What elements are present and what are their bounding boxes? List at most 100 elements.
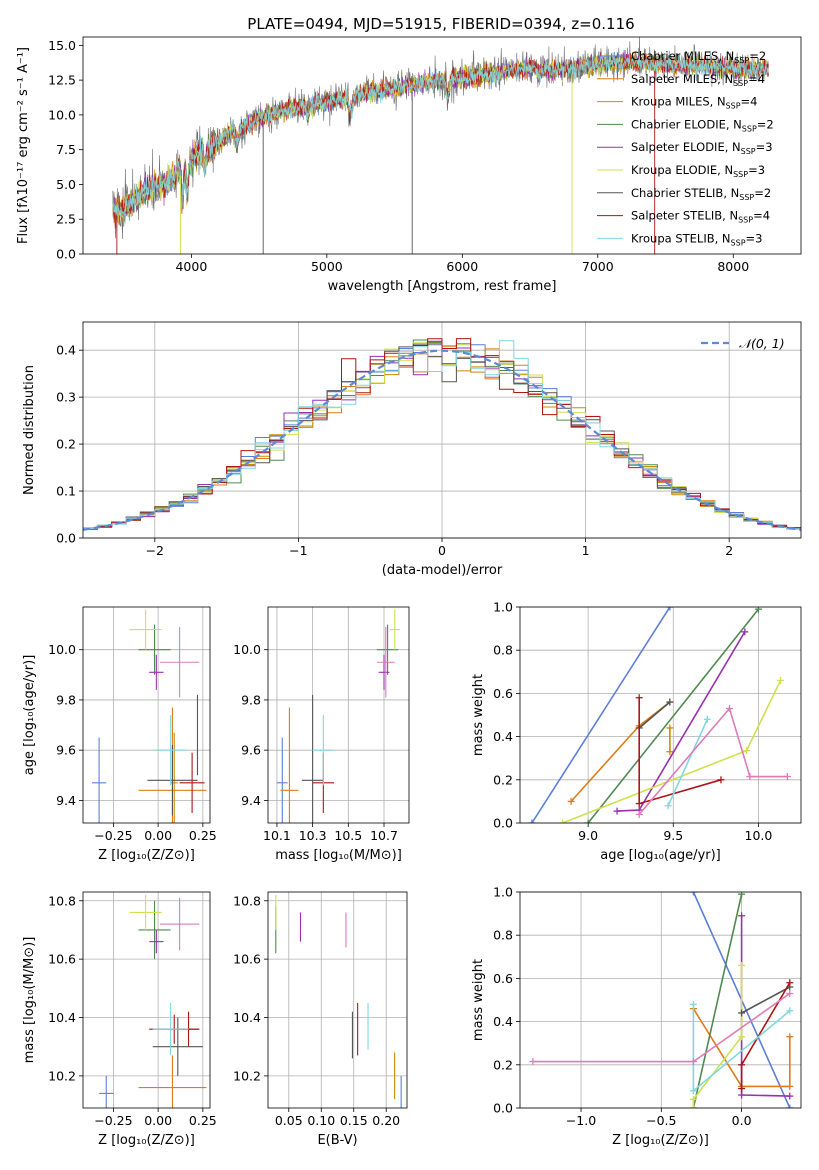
y-tick-label: 2.5 [56,212,76,227]
error-point [301,694,324,823]
y-tick-label: 10.0 [48,642,76,657]
axes-frame [267,606,410,824]
y-tick-label: 9.4 [241,793,261,808]
x-tick-label: −1.0 [566,1113,596,1128]
x-tick-label: 0.10 [307,1113,335,1128]
y-tick-label: 10.2 [233,1068,261,1083]
x-tick-label: 0.15 [340,1113,368,1128]
error-point [152,1017,203,1076]
y-tick-label: 0.1 [56,484,76,499]
mass-weight-line [531,607,671,823]
axes-frame [82,606,211,824]
y-tick-label: 15.0 [48,38,76,53]
x-axis-label: Z [log₁₀(Z/Z⊙)] [98,848,195,863]
y-tick-label: 5.0 [56,177,76,192]
error-point [152,1002,189,1056]
y-tick-label: 10.8 [233,893,261,908]
y-tick-label: 9.6 [56,743,76,758]
y-tick-label: 0.8 [493,643,513,658]
legend-label: Kroupa ELODIE, NSSP=3 [631,163,765,179]
error-point [159,627,200,698]
y-tick-label: 0.4 [56,343,76,358]
x-tick-label: 10.0 [745,828,773,843]
error-point [312,715,335,786]
legend-label: Kroupa STELIB, NSSP=3 [631,231,762,247]
mass-weight-line [692,894,743,1108]
error-point [389,609,401,650]
y-tick-label: 0.0 [493,816,513,831]
y-tick-label: 0.0 [56,247,76,262]
axes-layer: 4000 5000 6000 7000 80000.02.55.07.510.012.5… [16,36,802,1148]
error-point [376,627,395,698]
x-tick-label: −0.25 [94,1113,132,1128]
error-point [378,654,390,690]
error-point [280,707,299,823]
x-axis-label: mass [log₁₀(M/M⊙)] [275,848,402,863]
y-tick-label: 0.0 [493,1101,513,1116]
mass-weight-line [587,608,760,823]
error-point [129,894,162,930]
x-tick-label: −1 [289,543,307,558]
x-tick-label: 5000 [311,259,343,274]
y-tick-label: 10.2 [48,1068,76,1083]
x-tick-label: 10.3 [299,828,327,843]
mass-weight-line [638,706,788,815]
plot-area-residuals [83,338,801,533]
x-tick-label: 6000 [446,259,478,274]
legend-label: Salpeter ELODIE, NSSP=3 [631,140,773,156]
x-axis-label: wavelength [Angstrom, rest frame] [328,279,557,294]
x-tick-label: 0.05 [275,1113,303,1128]
error-point [138,900,171,960]
y-axis-label: mass [log₁₀(M/M⊙)] [22,937,37,1064]
y-tick-label: 10.6 [233,952,261,967]
error-point [179,752,205,813]
axes-frame [519,891,802,1109]
error-point [129,609,162,650]
y-tick-label: 10.0 [233,642,261,657]
spectrum-line [112,51,769,224]
x-tick-label: 2 [725,543,733,558]
legend-label: Chabrier MILES, NSSP=2 [631,49,766,65]
y-tick-label: 0.2 [493,772,513,787]
y-tick-label: 9.4 [56,793,76,808]
x-tick-label: 0 [438,543,446,558]
axes-frame [82,891,211,1109]
mass-weight-line [740,915,790,1097]
x-tick-label: 8000 [717,259,749,274]
legend-layer: Chabrier MILES, NSSP=2 Salpeter MILES, NS… [597,49,785,351]
y-tick-label: 0.4 [493,729,513,744]
legend-label: Salpeter MILES, NSSP=4 [631,72,765,88]
error-point [149,929,164,954]
data-layer [83,37,801,1108]
figure-title: PLATE=0494, MJD=51915, FIBERID=0394, z=0… [247,15,634,33]
plot-area-mass_vs_EBV [275,894,402,1108]
legend-label: Kroupa MILES, NSSP=4 [631,95,757,111]
error-point [159,897,200,951]
x-axis-label: age [log₁₀(age/yr)] [600,848,721,863]
error-point [170,732,178,823]
y-axis-label: Flux [fλ10⁻¹⁷ erg cm⁻² s⁻¹ A⁻¹] [16,47,31,244]
error-point [99,1075,114,1108]
histogram-step [83,340,801,532]
normal-curve [83,349,801,531]
y-tick-label: 0.3 [56,390,76,405]
y-tick-label: 0.8 [493,928,513,943]
y-tick-label: 1.0 [493,885,513,900]
plot-area-age_vs_Z [91,609,207,823]
y-tick-label: 12.5 [48,73,76,88]
x-axis-label: E(B-V) [317,1133,357,1148]
y-tick-label: 10.0 [48,107,76,122]
x-axis-label: Z [log₁₀(Z/Z⊙)] [612,1133,709,1148]
plot-area-age_vs_mass [276,609,401,823]
x-tick-label: 10.5 [334,828,362,843]
legend-label: 𝒩(0, 1) [739,336,785,351]
error-point [149,654,164,690]
x-tick-label: 7000 [582,259,614,274]
y-axis-label: Normed distribution [22,365,37,495]
plot-area-massweight_vs_Z [529,892,794,1108]
grid-layer [83,322,801,1109]
x-tick-label: 0.25 [189,828,217,843]
x-tick-label: 0.00 [144,828,172,843]
y-tick-label: 0.0 [56,531,76,546]
x-tick-label: 9.5 [663,828,683,843]
